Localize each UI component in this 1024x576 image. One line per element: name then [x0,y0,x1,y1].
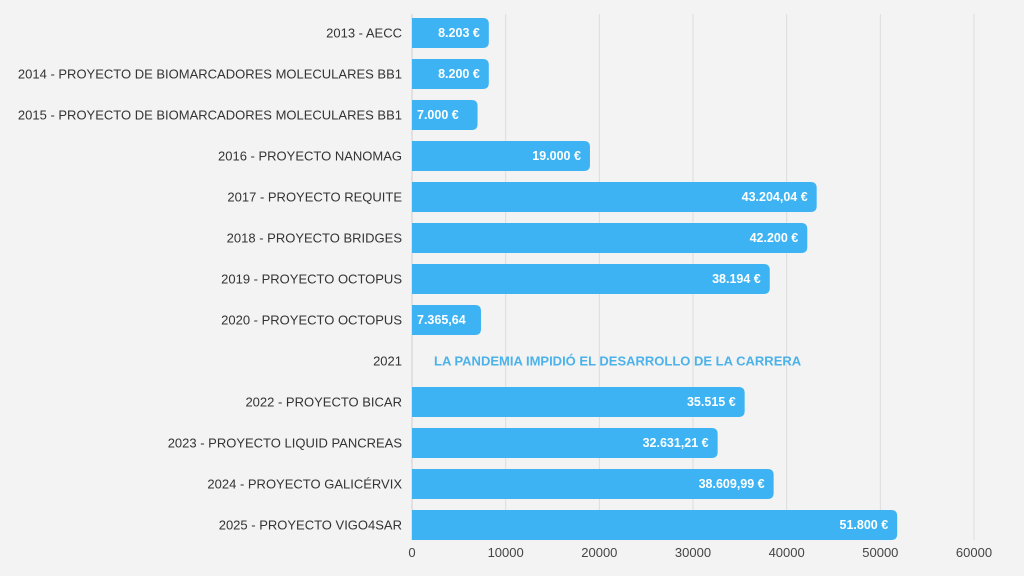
x-tick-label: 20000 [581,545,617,560]
data-label: 35.515 € [687,395,736,409]
bar [412,141,590,171]
bar [412,100,478,130]
bar [412,387,745,417]
bar [412,264,770,294]
category-label: 2023 - PROYECTO LIQUID PANCREAS [168,436,403,451]
category-label: 2018 - PROYECTO BRIDGES [227,231,403,246]
category-label: 2017 - PROYECTO REQUITE [227,190,402,205]
x-tick-label: 50000 [862,545,898,560]
x-tick-label: 30000 [675,545,711,560]
data-label: 38.609,99 € [699,477,765,491]
category-label: 2020 - PROYECTO OCTOPUS [221,313,402,328]
data-label: 7.000 € [417,108,459,122]
data-label: 8.203 € [438,26,480,40]
data-label: 42.200 € [750,231,799,245]
x-tick-label: 10000 [488,545,524,560]
data-label: 19.000 € [532,149,581,163]
annotation-text: LA PANDEMIA IMPIDIÓ EL DESARROLLO DE LA … [434,354,802,369]
bar [412,305,481,335]
category-label: 2021 [373,354,402,369]
data-label: 7.365,64 [417,313,466,327]
data-label: 51.800 € [840,518,889,532]
bar [412,510,898,540]
category-label: 2016 - PROYECTO NANOMAG [218,149,402,164]
category-label: 2014 - PROYECTO DE BIOMARCADORES MOLECUL… [18,67,402,82]
data-label: 8.200 € [438,67,480,81]
category-label: 2015 - PROYECTO DE BIOMARCADORES MOLECUL… [18,108,402,123]
x-tick-label: 0 [408,545,415,560]
bar [412,182,817,212]
category-label: 2019 - PROYECTO OCTOPUS [221,272,402,287]
data-label: 38.194 € [712,272,761,286]
bar [412,223,808,253]
category-label: 2025 - PROYECTO VIGO4SAR [219,518,402,533]
category-label: 2013 - AECC [326,26,402,41]
x-tick-label: 40000 [769,545,805,560]
bar [412,428,718,458]
data-label: 32.631,21 € [643,436,709,450]
bar [412,18,489,48]
bar [412,59,489,89]
category-label: 2024 - PROYECTO GALICÉRVIX [207,477,402,492]
data-label: 43.204,04 € [742,190,808,204]
category-label: 2022 - PROYECTO BICAR [245,395,402,410]
x-tick-label: 60000 [956,545,992,560]
bar [412,469,774,499]
